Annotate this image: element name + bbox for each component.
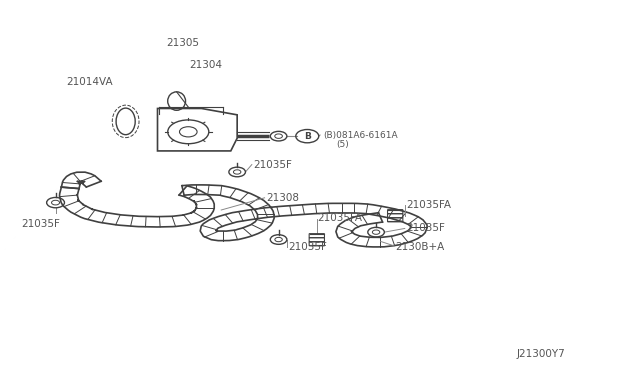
Text: 21035FA: 21035FA [406,200,451,210]
Text: (B)081A6-6161A: (B)081A6-6161A [323,131,398,140]
Text: (5): (5) [336,140,349,149]
Text: 2130B+A: 2130B+A [395,242,444,252]
Text: 21308: 21308 [266,193,299,203]
Text: 21035F: 21035F [406,224,445,234]
Text: 21305: 21305 [166,38,200,48]
Text: J21300Y7: J21300Y7 [516,349,565,359]
Text: 21035F: 21035F [288,242,327,252]
Text: 21014VA: 21014VA [67,77,113,87]
Text: 21035F: 21035F [253,160,292,170]
Text: 21035FA: 21035FA [317,212,362,222]
Text: 21035F: 21035F [22,219,60,229]
Text: B: B [304,132,310,141]
Text: 21304: 21304 [189,60,222,70]
